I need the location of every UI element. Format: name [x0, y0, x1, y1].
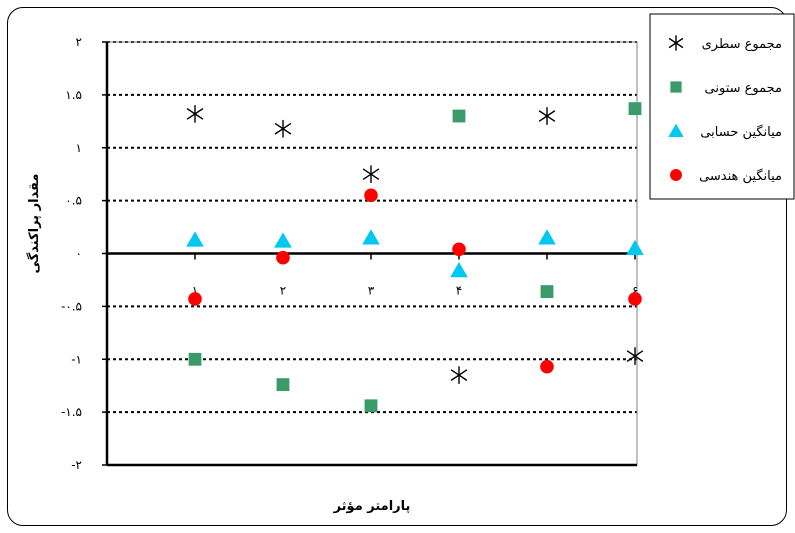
- point-s2-2: [362, 229, 380, 245]
- point-s1-0: [188, 352, 202, 366]
- y-tick-label-5: -۰.۵: [61, 299, 82, 313]
- point-s1-1: [276, 378, 290, 392]
- point-s3-2: [364, 188, 378, 203]
- grid-lines: [107, 41, 637, 414]
- y-tick-label-4: ۰: [76, 247, 82, 261]
- y-tick-label-1: ۱.۵: [65, 88, 82, 102]
- y-tick-label-6: -۱: [71, 352, 82, 366]
- y-tick-label-2: ۱: [76, 141, 82, 155]
- point-s0-5: [626, 347, 644, 365]
- series-1: [188, 102, 642, 413]
- legend-marker-1: [670, 81, 682, 93]
- y-tick-label-3: ۰.۵: [65, 194, 82, 208]
- legend-label-0: مجموع سطری: [702, 37, 782, 52]
- point-s3-5: [628, 292, 642, 306]
- y-tick-label-0: ۲: [76, 35, 82, 49]
- y-axis-title: مقدار پراکندگی: [26, 174, 42, 274]
- legend: مجموع سطری مجموع ستونی میانگین حسابی میانگی…: [649, 13, 795, 200]
- point-s1-4: [540, 285, 554, 298]
- point-s2-4: [538, 229, 556, 245]
- point-s1-2: [364, 399, 378, 413]
- x-tick-label-2: ۳: [368, 284, 375, 298]
- legend-marker-3: [670, 169, 682, 181]
- x-tick-label-1: ۲: [280, 284, 286, 298]
- point-s2-5: [626, 239, 644, 256]
- point-s1-5: [628, 102, 642, 116]
- legend-marker-2: [668, 123, 684, 137]
- data-points: [186, 102, 644, 413]
- x-tick-label-5: ۶: [632, 284, 638, 298]
- point-s3-3: [452, 242, 466, 257]
- point-s0-4: [538, 107, 556, 125]
- point-s3-4: [540, 359, 554, 374]
- point-s0-2: [362, 165, 380, 183]
- point-s2-3: [450, 262, 468, 278]
- legend-label-3: میانگین هندسی: [699, 168, 782, 184]
- point-s3-1: [276, 250, 290, 265]
- y-tick-label-7: -۱.۵: [61, 405, 82, 419]
- point-s2-0: [186, 231, 204, 247]
- y-tick-label-8: -۲: [71, 458, 82, 472]
- series-0: [186, 105, 644, 384]
- legend-label-2: میانگین حسابی: [700, 124, 782, 140]
- series-3: [188, 188, 642, 374]
- point-s0-3: [450, 366, 468, 384]
- x-tick-label-3: ۴: [456, 284, 462, 298]
- x-axis-title: پارامتر مؤثر: [333, 499, 411, 514]
- point-s0-0: [186, 105, 204, 123]
- chart-frame: [7, 7, 787, 526]
- legend-label-1: مجموع ستونی: [705, 81, 782, 96]
- point-s3-0: [188, 292, 202, 306]
- x-tick-labels: ۱۲۳۴۵۶: [192, 284, 638, 298]
- y-tick-labels: ۲ ۱.۵ ۱ ۰.۵ ۰ -۰.۵ -۱ -۱.۵ -۲: [61, 35, 82, 472]
- point-s2-1: [274, 232, 292, 248]
- legend-marker-0: [668, 35, 684, 51]
- point-s0-1: [274, 119, 292, 138]
- point-s1-3: [452, 109, 466, 123]
- series-2: [186, 229, 644, 278]
- x-tick-label-0: ۱: [192, 284, 198, 298]
